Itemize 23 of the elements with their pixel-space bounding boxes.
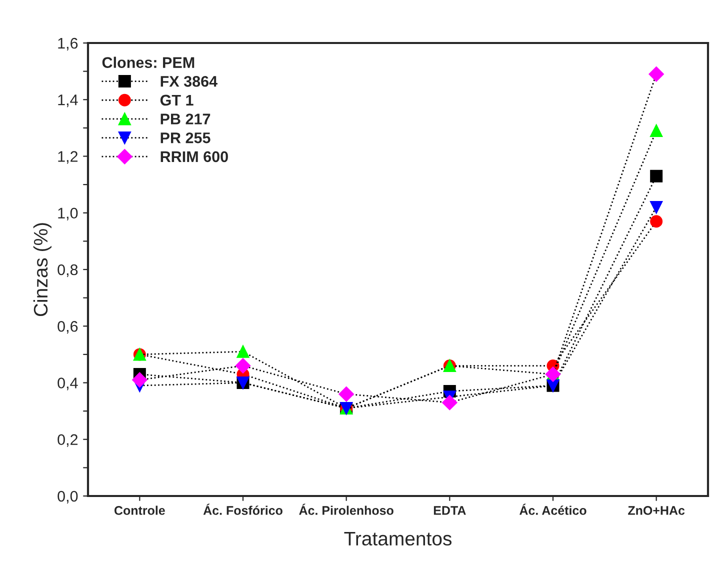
y-axis-title: Cinzas (%)	[33, 223, 52, 316]
legend-label: RRIM 600	[160, 151, 228, 162]
x-tick-label: Controle	[114, 506, 165, 515]
y-tick-label: 1,4	[58, 94, 78, 108]
x-axis-title: Tratamentos	[344, 532, 452, 546]
x-tick-label: Ác. Fosfórico	[203, 504, 282, 515]
x-tick-label: Ác. Acético	[520, 504, 586, 515]
legend-label: PR 255	[160, 132, 210, 144]
x-tick-label: ZnO+HAc	[628, 506, 685, 515]
legend-label: FX 3864	[160, 76, 218, 87]
legend-label: GT 1	[160, 94, 194, 106]
legend-label: PB 217	[160, 114, 210, 124]
x-tick-label: EDTA	[434, 506, 466, 515]
x-tick-label: Ác. Pirolenhoso	[299, 504, 394, 515]
y-tick-label: 0,4	[58, 378, 78, 390]
y-tick-label: 0,0	[58, 490, 78, 504]
y-tick-label: 1,2	[58, 151, 78, 164]
y-tick-label: 1,0	[58, 208, 78, 220]
y-tick-label: 0,2	[58, 434, 78, 447]
y-tick-label: 0,6	[58, 320, 78, 334]
y-tick-label: 0,8	[58, 264, 78, 277]
y-tick-label: 1,6	[58, 38, 78, 50]
legend-title: Clones: PEM	[102, 56, 194, 68]
